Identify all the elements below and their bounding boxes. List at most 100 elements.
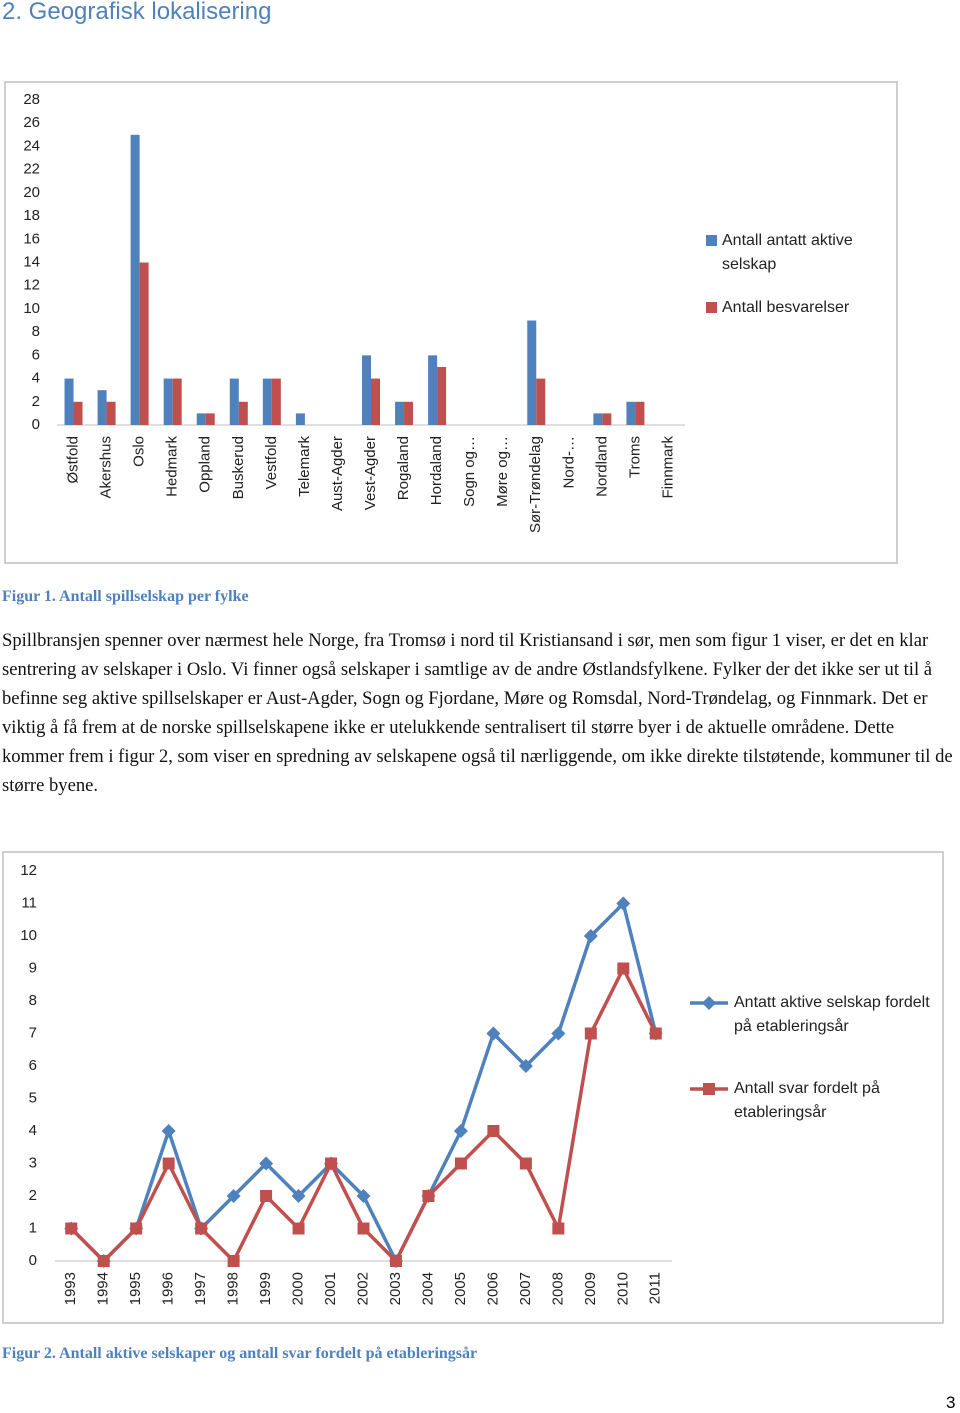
bar <box>64 378 74 425</box>
caption: Figur 2. Antall aktive selskaper og anta… <box>2 1345 478 1362</box>
x-tick-label: 2005 <box>452 1272 469 1305</box>
marker <box>97 1255 110 1267</box>
bar <box>106 401 116 425</box>
bar <box>139 262 149 425</box>
x-tick-label: Telemark <box>296 436 313 497</box>
marker <box>649 1027 662 1040</box>
y-tick-label: 11 <box>21 894 37 911</box>
x-tick-label: Akershus <box>98 436 115 499</box>
x-tick-label: Finnmark <box>659 436 676 499</box>
bar <box>395 401 405 425</box>
marker <box>162 1157 175 1170</box>
bar <box>404 401 414 425</box>
y-tick-label: 2 <box>32 393 40 410</box>
bar <box>229 378 239 425</box>
y-tick-label: 5 <box>29 1089 37 1106</box>
bar <box>196 413 206 425</box>
x-tick-label: 2001 <box>322 1272 339 1305</box>
y-tick-label: 6 <box>32 346 40 363</box>
bar <box>172 378 182 425</box>
x-tick-label: Aust-Agder <box>329 436 346 511</box>
x-tick-label: Oslo <box>131 436 148 467</box>
y-tick-label: 16 <box>23 230 40 247</box>
marker <box>583 929 598 943</box>
y-tick-label: 12 <box>20 862 37 879</box>
bar <box>97 390 107 425</box>
y-tick-label: 28 <box>23 91 40 108</box>
legend-swatch <box>706 302 717 313</box>
bar <box>527 320 537 425</box>
marker <box>291 1189 306 1203</box>
y-tick-label: 26 <box>23 114 40 131</box>
x-tick-label: 2003 <box>387 1272 404 1305</box>
paragraph: Spillbransjen spenner over nærmest hele … <box>2 630 953 796</box>
marker <box>584 1027 597 1040</box>
y-tick-label: 2 <box>29 1187 37 1204</box>
x-tick-label: Oppland <box>197 436 214 493</box>
y-tick-label: 4 <box>29 1122 37 1139</box>
marker <box>65 1222 78 1235</box>
y-tick-label: 14 <box>23 253 40 270</box>
x-tick-label: Nordland <box>593 436 610 497</box>
x-tick-label: Hordaland <box>428 436 445 505</box>
x-tick-label: Møre og… <box>494 436 511 507</box>
x-tick-label: 2006 <box>484 1272 501 1305</box>
bar <box>437 366 447 425</box>
marker <box>486 1026 501 1041</box>
y-tick-label: 24 <box>23 137 40 154</box>
x-tick-label: 1995 <box>127 1272 144 1305</box>
x-tick-label: Østfold <box>64 436 81 484</box>
marker <box>454 1157 467 1170</box>
marker <box>260 1190 273 1202</box>
y-tick-label: 0 <box>29 1252 37 1269</box>
y-tick-label: 12 <box>23 277 40 294</box>
bar <box>130 134 140 426</box>
x-tick-label: Rogaland <box>395 436 412 500</box>
bar <box>593 413 603 425</box>
y-tick-label: 0 <box>32 416 40 433</box>
x-tick-label: Sogn og… <box>461 436 478 507</box>
legend-swatch <box>706 235 717 246</box>
y-tick-label: 10 <box>20 927 37 944</box>
marker <box>357 1222 370 1235</box>
marker <box>325 1157 338 1170</box>
marker <box>518 1059 533 1073</box>
y-tick-label: 20 <box>23 184 40 201</box>
bar <box>362 355 371 425</box>
marker <box>702 996 716 1010</box>
bar <box>271 378 281 425</box>
x-tick-label: Sør-Trøndelag <box>527 436 544 533</box>
bar <box>205 413 215 425</box>
x-tick-label: Vest-Agder <box>362 436 379 510</box>
y-tick-label: 8 <box>32 323 40 340</box>
bar <box>626 401 636 425</box>
marker <box>617 962 630 975</box>
x-tick-label: Troms <box>626 436 643 478</box>
marker <box>552 1222 565 1235</box>
marker <box>292 1222 305 1235</box>
bar <box>73 401 83 425</box>
x-tick-label: 2008 <box>549 1272 566 1305</box>
marker <box>703 1083 715 1095</box>
x-tick-label: 1998 <box>225 1272 242 1305</box>
caption: Figur 1. Antall spillselskap per fylke <box>2 588 249 605</box>
marker <box>422 1190 435 1202</box>
marker <box>259 1156 274 1171</box>
bar <box>238 401 248 425</box>
legend-label: Antall svar fordelt på etableringsår <box>734 1080 880 1121</box>
page-number: 3 <box>946 1393 956 1412</box>
bar <box>262 378 272 425</box>
marker <box>227 1255 240 1267</box>
marker <box>195 1222 208 1235</box>
bar <box>635 401 645 425</box>
y-tick-label: 9 <box>29 959 37 976</box>
x-tick-label: 1997 <box>192 1272 209 1305</box>
x-tick-label: 2002 <box>354 1272 371 1305</box>
heading: 2. Geografisk lokalisering <box>2 0 272 25</box>
marker <box>616 896 631 911</box>
bar <box>295 413 305 425</box>
x-tick-label: Buskerud <box>230 436 247 499</box>
y-tick-label: 3 <box>29 1154 37 1171</box>
